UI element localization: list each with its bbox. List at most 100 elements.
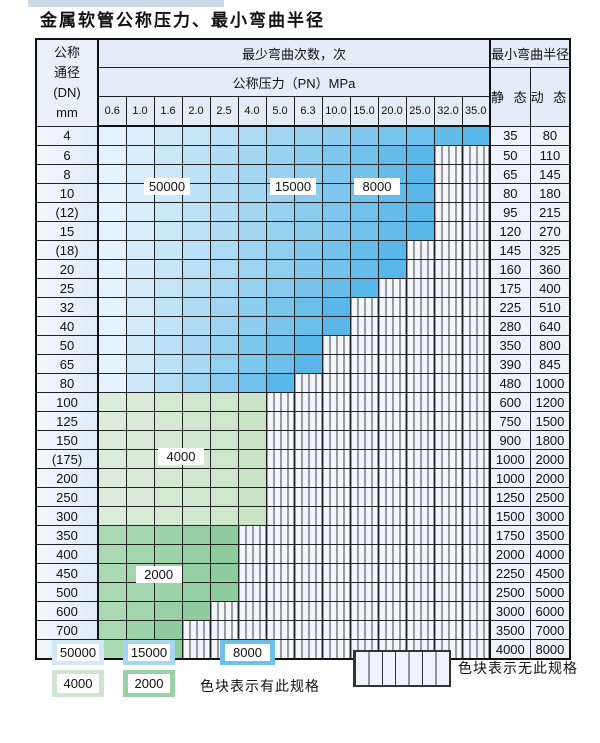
- spec-cell-available: [405, 202, 435, 222]
- spec-cell-none: [321, 620, 351, 640]
- spec-cell-available: [153, 544, 183, 564]
- static-radius-cell: 1750: [488, 525, 531, 545]
- header-min-bend-radius: 最小弯曲半径: [488, 38, 571, 68]
- spec-cell-available: [405, 221, 435, 241]
- spec-cell-none: [377, 297, 407, 317]
- spec-cell-available: [125, 297, 155, 317]
- spec-cell-available: [97, 259, 127, 279]
- table-row: 15 120 270: [35, 221, 571, 241]
- spec-cell-none: [377, 411, 407, 431]
- spec-cell-none: [321, 335, 351, 355]
- spec-cell-available: [181, 430, 211, 450]
- spec-cell-none: [433, 468, 463, 488]
- static-radius-cell: 1000: [488, 449, 531, 469]
- spec-cell-available: [293, 335, 323, 355]
- spec-cell-none: [293, 525, 323, 545]
- dn-cell: 125: [35, 411, 99, 431]
- dn-cell: (18): [35, 240, 99, 260]
- header-pressure-value: 4.0: [237, 96, 267, 127]
- spec-cell-none: [461, 240, 491, 260]
- header-dn: 公称 通径 (DN) mm: [35, 38, 99, 127]
- table-row: 50 350 800: [35, 335, 571, 355]
- spec-cell-none: [405, 411, 435, 431]
- spec-cell-none: [461, 620, 491, 640]
- dn-cell: 400: [35, 544, 99, 564]
- spec-cell-available: [349, 202, 379, 222]
- spec-cell-none: [461, 202, 491, 222]
- spec-cell-none: [349, 430, 379, 450]
- table-row: 25 175 400: [35, 278, 571, 298]
- spec-cell-available: [209, 278, 239, 298]
- spec-cell-available: [321, 278, 351, 298]
- spec-cell-none: [433, 487, 463, 507]
- spec-cell-none: [237, 601, 267, 621]
- spec-cell-available: [153, 297, 183, 317]
- spec-cell-available: [209, 411, 239, 431]
- spec-cell-none: [349, 468, 379, 488]
- header-dn-line4: mm: [56, 104, 78, 120]
- spec-cell-available: [181, 563, 211, 583]
- table-row: 700 3500 7000: [35, 620, 571, 640]
- spec-cell-none: [265, 639, 295, 660]
- spec-cell-none: [349, 449, 379, 469]
- static-radius-cell: 900: [488, 430, 531, 450]
- dn-cell: 350: [35, 525, 99, 545]
- spec-cell-none: [237, 525, 267, 545]
- spec-cell-available: [125, 506, 155, 526]
- spec-cell-none: [377, 639, 407, 660]
- spec-cell-available: [209, 145, 239, 165]
- spec-cell-available: [405, 183, 435, 203]
- spec-cell-available: [237, 316, 267, 336]
- static-radius-cell: 95: [488, 202, 531, 222]
- spec-cell-none: [461, 183, 491, 203]
- spec-cell-available: [125, 582, 155, 602]
- spec-cell-none: [433, 620, 463, 640]
- spec-cell-none: [405, 582, 435, 602]
- spec-cell-available: [125, 335, 155, 355]
- spec-cell-none: [293, 544, 323, 564]
- dynamic-radius-cell: 800: [529, 335, 571, 355]
- spec-cell-none: [265, 392, 295, 412]
- spec-cell-none: [349, 506, 379, 526]
- spec-cell-available: [181, 125, 211, 146]
- header-dynamic: 动 态: [529, 67, 571, 127]
- table-row: 20 160 360: [35, 259, 571, 279]
- spec-cell-none: [433, 449, 463, 469]
- spec-cell-available: [153, 506, 183, 526]
- spec-cell-available: [125, 145, 155, 165]
- spec-cell-none: [265, 525, 295, 545]
- spec-cell-available: [349, 278, 379, 298]
- header-pressure: 公称压力（PN）MPa: [97, 67, 491, 97]
- spec-cell-none: [405, 449, 435, 469]
- spec-cell-available: [181, 582, 211, 602]
- spec-cell-available: [97, 373, 127, 393]
- spec-cell-available: [321, 145, 351, 165]
- dynamic-radius-cell: 145: [529, 164, 571, 184]
- spec-cell-available: [209, 525, 239, 545]
- table-header: 公称 通径 (DN) mm 最少弯曲次数，次 最小弯曲半径 公称压力（PN）MP…: [35, 38, 571, 127]
- spec-cell-none: [237, 620, 267, 640]
- header-pressure-value: 1.6: [153, 96, 183, 127]
- spec-cell-available: [377, 240, 407, 260]
- spec-cell-none: [265, 582, 295, 602]
- dynamic-radius-cell: 180: [529, 183, 571, 203]
- spec-cell-none: [405, 278, 435, 298]
- dn-cell: 25: [35, 278, 99, 298]
- static-radius-cell: 600: [488, 392, 531, 412]
- spec-cell-available: [181, 145, 211, 165]
- spec-cell-none: [209, 601, 239, 621]
- spec-cell-available: [153, 202, 183, 222]
- spec-cell-available: [321, 297, 351, 317]
- spec-cell-none: [265, 411, 295, 431]
- spec-cell-none: [349, 316, 379, 336]
- spec-cell-available: [377, 125, 407, 146]
- dynamic-radius-cell: 270: [529, 221, 571, 241]
- spec-cell-none: [293, 620, 323, 640]
- spec-cell-available: [125, 202, 155, 222]
- spec-cell-available: [265, 125, 295, 146]
- spec-cell-none: [237, 639, 267, 660]
- dynamic-radius-cell: 1800: [529, 430, 571, 450]
- spec-cell-available: [97, 278, 127, 298]
- dn-cell: 6: [35, 145, 99, 165]
- spec-cell-none: [321, 354, 351, 374]
